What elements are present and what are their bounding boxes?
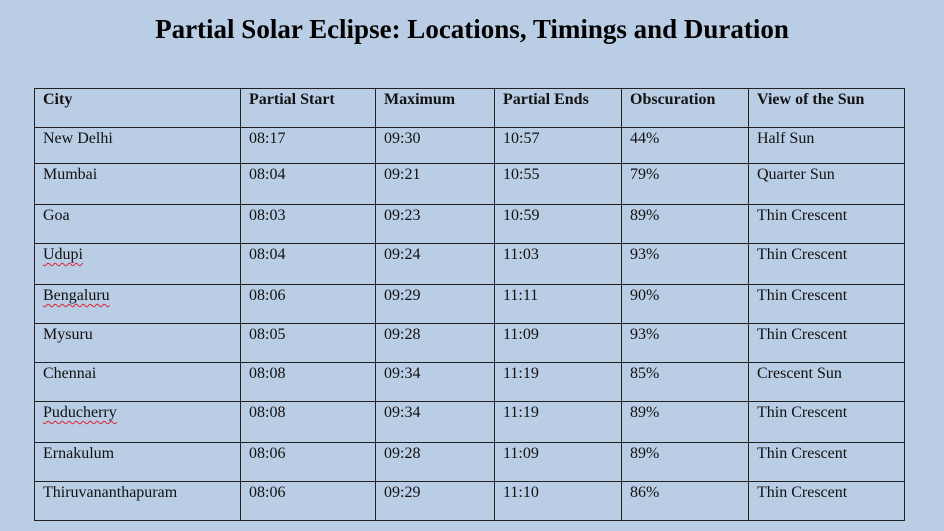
cell-view-of-sun: Quarter Sun (748, 163, 905, 205)
cell-partial-ends: 10:59 (494, 204, 622, 244)
cell-obscuration: 89% (621, 401, 749, 443)
cell-maximum: 09:29 (375, 481, 495, 521)
header-view-of-sun: View of the Sun (748, 88, 905, 128)
cell-city: New Delhi (34, 127, 241, 164)
cell-obscuration: 93% (621, 323, 749, 363)
cell-partial-ends: 10:55 (494, 163, 622, 205)
cell-view-of-sun: Crescent Sun (748, 362, 905, 402)
header-city: City (34, 88, 241, 128)
table-row: Chennai 08:08 09:34 11:19 85% Crescent S… (34, 362, 905, 402)
cell-partial-start: 08:08 (240, 362, 376, 402)
cell-city: Chennai (34, 362, 241, 402)
cell-partial-start: 08:06 (240, 442, 376, 482)
spellcheck-flagged-text: Bengaluru (43, 287, 110, 304)
cell-partial-ends: 11:19 (494, 362, 622, 402)
cell-partial-ends: 11:10 (494, 481, 622, 521)
cell-obscuration: 89% (621, 442, 749, 482)
cell-partial-ends: 11:11 (494, 284, 622, 324)
table-row: Ernakulum 08:06 09:28 11:09 89% Thin Cre… (34, 442, 905, 482)
cell-city: Goa (34, 204, 241, 244)
cell-view-of-sun: Thin Crescent (748, 284, 905, 324)
cell-maximum: 09:34 (375, 362, 495, 402)
cell-partial-start: 08:04 (240, 163, 376, 205)
table-row: Mysuru 08:05 09:28 11:09 93% Thin Cresce… (34, 323, 905, 363)
cell-partial-start: 08:05 (240, 323, 376, 363)
cell-obscuration: 79% (621, 163, 749, 205)
spellcheck-flagged-text: Udupi (43, 246, 83, 263)
cell-view-of-sun: Thin Crescent (748, 243, 905, 285)
table-row: Puducherry 08:08 09:34 11:19 89% Thin Cr… (34, 401, 905, 443)
cell-partial-start: 08:06 (240, 284, 376, 324)
cell-city: Mysuru (34, 323, 241, 363)
cell-maximum: 09:23 (375, 204, 495, 244)
cell-partial-start: 08:17 (240, 127, 376, 164)
cell-maximum: 09:30 (375, 127, 495, 164)
cell-maximum: 09:34 (375, 401, 495, 443)
table-header-row: City Partial Start Maximum Partial Ends … (34, 88, 905, 128)
cell-obscuration: 86% (621, 481, 749, 521)
cell-view-of-sun: Thin Crescent (748, 204, 905, 244)
header-partial-start: Partial Start (240, 88, 376, 128)
cell-partial-start: 08:08 (240, 401, 376, 443)
cell-city: Ernakulum (34, 442, 241, 482)
table-row: New Delhi 08:17 09:30 10:57 44% Half Sun (34, 127, 905, 164)
cell-city: Udupi (34, 243, 241, 285)
cell-partial-start: 08:04 (240, 243, 376, 285)
cell-view-of-sun: Thin Crescent (748, 481, 905, 521)
cell-maximum: 09:24 (375, 243, 495, 285)
cell-obscuration: 44% (621, 127, 749, 164)
cell-view-of-sun: Thin Crescent (748, 323, 905, 363)
cell-obscuration: 89% (621, 204, 749, 244)
cell-maximum: 09:28 (375, 442, 495, 482)
page-title: Partial Solar Eclipse: Locations, Timing… (155, 14, 789, 44)
cell-view-of-sun: Half Sun (748, 127, 905, 164)
cell-partial-ends: 11:03 (494, 243, 622, 285)
cell-partial-start: 08:06 (240, 481, 376, 521)
cell-view-of-sun: Thin Crescent (748, 442, 905, 482)
cell-city: Mumbai (34, 163, 241, 205)
table-row: Bengaluru 08:06 09:29 11:11 90% Thin Cre… (34, 284, 905, 324)
header-maximum: Maximum (375, 88, 495, 128)
cell-obscuration: 90% (621, 284, 749, 324)
table-row: Goa 08:03 09:23 10:59 89% Thin Crescent (34, 204, 905, 244)
table-row: Thiruvananthapuram 08:06 09:29 11:10 86%… (34, 481, 905, 521)
cell-city: Thiruvananthapuram (34, 481, 241, 521)
cell-obscuration: 93% (621, 243, 749, 285)
cell-maximum: 09:29 (375, 284, 495, 324)
cell-partial-ends: 11:09 (494, 442, 622, 482)
cell-partial-ends: 11:19 (494, 401, 622, 443)
table-row: Udupi 08:04 09:24 11:03 93% Thin Crescen… (34, 243, 905, 285)
header-partial-ends: Partial Ends (494, 88, 622, 128)
header-obscuration: Obscuration (621, 88, 749, 128)
table-row: Mumbai 08:04 09:21 10:55 79% Quarter Sun (34, 163, 905, 205)
cell-partial-start: 08:03 (240, 204, 376, 244)
cell-city: Puducherry (34, 401, 241, 443)
cell-obscuration: 85% (621, 362, 749, 402)
spellcheck-flagged-text: Puducherry (43, 404, 117, 421)
cell-maximum: 09:21 (375, 163, 495, 205)
cell-view-of-sun: Thin Crescent (748, 401, 905, 443)
cell-city: Bengaluru (34, 284, 241, 324)
eclipse-table: City Partial Start Maximum Partial Ends … (34, 88, 905, 521)
cell-partial-ends: 10:57 (494, 127, 622, 164)
cell-partial-ends: 11:09 (494, 323, 622, 363)
cell-maximum: 09:28 (375, 323, 495, 363)
